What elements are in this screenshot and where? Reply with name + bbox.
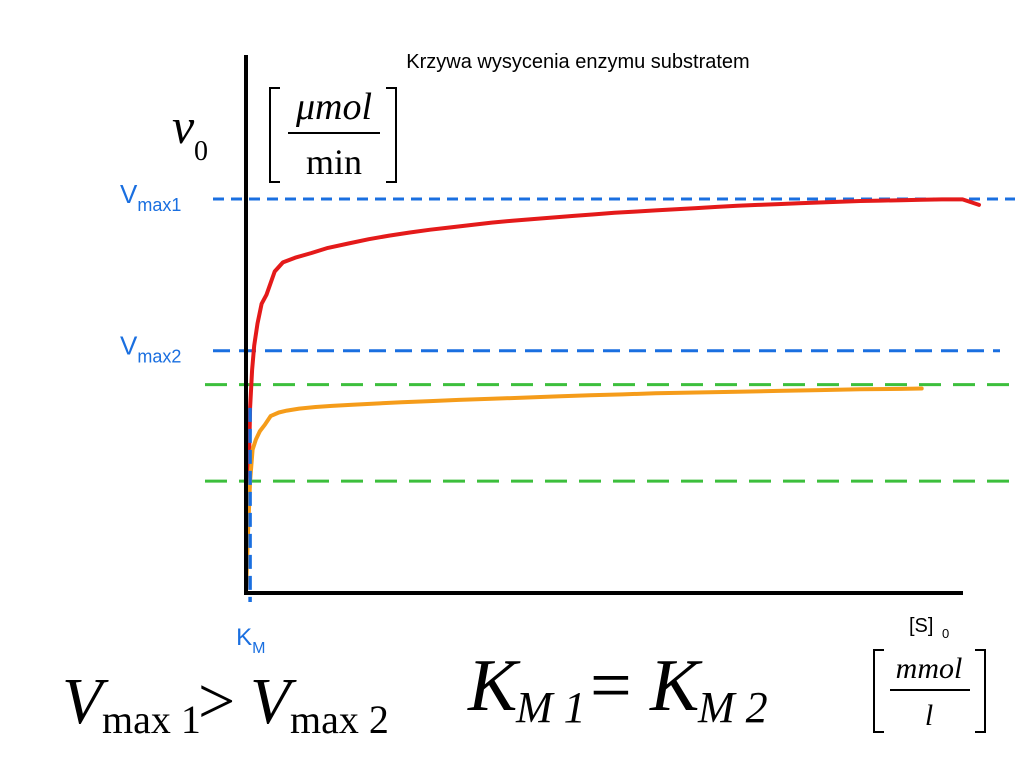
- equation-km-a-sub: M 1: [515, 683, 586, 732]
- y-axis-symbol: v: [172, 98, 195, 154]
- series-line-0: [244, 197, 981, 595]
- series-group: [244, 197, 981, 595]
- x-unit-denominator: l: [925, 699, 933, 732]
- equation-vmax-b: V: [250, 665, 297, 738]
- equation-km-op: =: [590, 645, 632, 727]
- equation-km-b: K: [649, 645, 703, 727]
- x-unit-bracket: [873, 649, 986, 733]
- equation-vmax-b-sub: max 2: [290, 697, 389, 742]
- y-unit-numerator: μmol: [295, 86, 372, 128]
- y-unit-denominator: min: [306, 142, 362, 182]
- km-marker: KM: [236, 407, 265, 657]
- equation-km-a: K: [467, 645, 521, 727]
- x-axis-symbol: [S]: [909, 615, 933, 637]
- equation-km: K M 1 = K M 2: [467, 645, 768, 732]
- equation-vmax-op: >: [198, 665, 235, 738]
- y-unit-bracket: [269, 87, 397, 183]
- reference-label-0: Vmax1: [120, 179, 181, 215]
- km-label: KM: [236, 624, 265, 657]
- equation-km-b-sub: M 2: [697, 683, 768, 732]
- equation-vmax-a: V: [62, 665, 109, 738]
- y-axis-subscript: 0: [194, 136, 208, 167]
- equation-vmax: V max 1 > V max 2: [62, 665, 389, 742]
- x-axis-subscript: 0: [942, 626, 949, 641]
- chart-title: Krzywa wysycenia enzymu substratem: [406, 51, 749, 73]
- series-line-1: [244, 386, 924, 595]
- reference-label-1: Vmax2: [120, 331, 181, 367]
- equation-vmax-a-sub: max 1: [102, 697, 201, 742]
- x-unit-numerator: mmol: [896, 652, 963, 685]
